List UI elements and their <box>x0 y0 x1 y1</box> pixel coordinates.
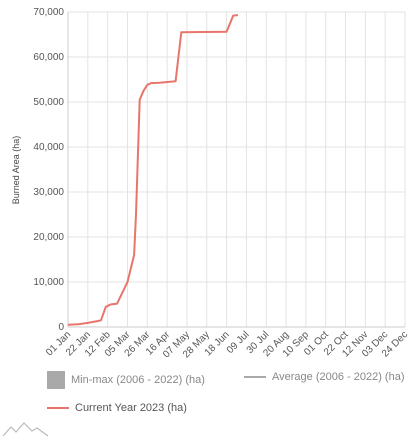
legend-item-average[interactable]: Average (2006 - 2022) (ha) <box>244 371 405 383</box>
y-axis-label: Burned Area (ha) <box>11 136 21 205</box>
y-tick-label: 20,000 <box>33 232 64 243</box>
y-tick-label: 70,000 <box>33 7 64 18</box>
chart-axes <box>67 12 405 328</box>
legend-swatch-current-year <box>47 407 69 409</box>
legend-swatch-min-max <box>47 371 65 389</box>
chart-series <box>67 14 239 326</box>
legend-label-current-year: Current Year 2023 (ha) <box>75 402 187 414</box>
y-tick-label: 40,000 <box>33 142 64 153</box>
y-tick-label: 30,000 <box>33 187 64 198</box>
legend-label-average: Average (2006 - 2022) (ha) <box>272 371 405 383</box>
legend-item-min-max[interactable]: Min-max (2006 - 2022) (ha) <box>47 371 205 389</box>
legend-swatch-average <box>244 376 266 378</box>
y-tick-label: 60,000 <box>33 52 64 63</box>
series-line-current-year <box>67 14 239 326</box>
y-axis-ticks: 0 10,000 20,000 30,000 40,000 50,000 60,000 70,… <box>33 7 64 333</box>
legend-item-current-year[interactable]: Current Year 2023 (ha) <box>47 402 187 414</box>
legend-label-min-max: Min-max (2006 - 2022) (ha) <box>71 374 205 386</box>
chart-grid <box>67 11 406 327</box>
chart-legend: Min-max (2006 - 2022) (ha) Average (2006… <box>0 366 420 426</box>
y-tick-label: 0 <box>58 322 64 333</box>
y-tick-label: 50,000 <box>33 97 64 108</box>
y-tick-label: 10,000 <box>33 277 64 288</box>
mountain-logo-icon <box>2 422 49 437</box>
burned-area-chart: 0 10,000 20,000 30,000 40,000 50,000 60,000 70,… <box>11 7 410 360</box>
